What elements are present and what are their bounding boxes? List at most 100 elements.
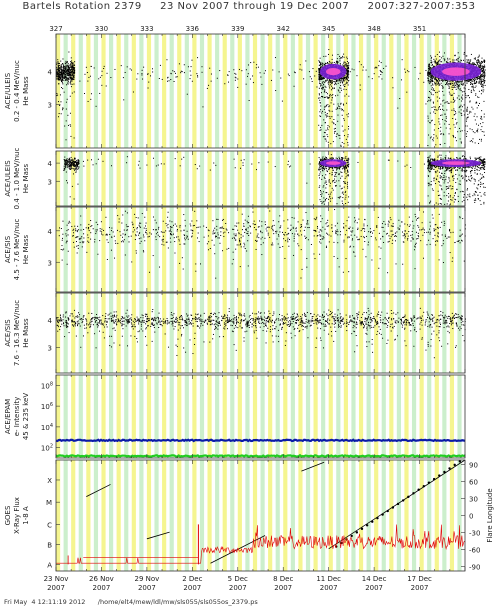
grid-stripe: [449, 34, 455, 148]
data-point: [345, 89, 347, 91]
data-point: [343, 78, 345, 80]
data-point: [326, 168, 328, 170]
data-point: [445, 188, 447, 190]
data-point: [472, 166, 474, 168]
data-point: [482, 161, 484, 163]
data-point: [430, 60, 432, 62]
data-point: [451, 83, 453, 85]
data-point: [337, 108, 339, 110]
data-point: [341, 78, 343, 80]
data-point: [483, 89, 485, 91]
grid-stripe: [374, 207, 379, 292]
data-point: [442, 177, 444, 179]
grid-stripe: [124, 207, 129, 292]
data-point: [62, 75, 64, 77]
data-point: [337, 54, 339, 56]
data-point: [479, 200, 481, 202]
grid-stripe: [260, 293, 265, 373]
data-point: [431, 119, 433, 121]
data-point: [293, 85, 295, 87]
data-point: [466, 59, 468, 61]
data-point: [324, 89, 326, 91]
data-point: [445, 170, 447, 172]
data-point: [63, 72, 65, 74]
data-point: [480, 83, 482, 85]
data-point: [209, 67, 211, 69]
data-point: [332, 94, 334, 96]
data-point: [348, 128, 350, 130]
grid-stripe: [442, 151, 447, 206]
data-point: [448, 193, 450, 195]
data-point: [469, 193, 471, 195]
data-point: [329, 117, 331, 119]
data-point: [452, 99, 454, 101]
data-point: [447, 157, 449, 159]
data-point: [339, 60, 341, 62]
data-point: [341, 159, 343, 161]
data-point: [201, 71, 203, 73]
grid-stripe: [199, 375, 205, 458]
grid-stripe: [434, 34, 439, 148]
data-point: [472, 141, 474, 143]
data-point: [67, 74, 69, 76]
data-point: [436, 96, 438, 98]
data-point: [459, 183, 461, 185]
grid-stripe: [169, 460, 174, 571]
data-point: [346, 60, 348, 62]
data-point: [481, 65, 483, 67]
data-point: [450, 101, 452, 103]
data-point: [365, 69, 367, 71]
data-point: [346, 65, 348, 67]
data-point: [58, 83, 60, 85]
data-point: [77, 160, 79, 162]
data-point: [335, 172, 337, 174]
data-point: [63, 67, 65, 69]
data-point: [444, 142, 446, 144]
data-point: [65, 62, 67, 64]
data-point: [324, 198, 326, 200]
data-point: [476, 102, 478, 104]
data-point: [275, 90, 277, 92]
data-point: [77, 183, 79, 185]
data-point: [74, 64, 76, 66]
data-point: [427, 195, 429, 197]
data-point: [467, 79, 469, 81]
data-point: [466, 55, 468, 57]
data-point: [320, 129, 322, 131]
data-point: [61, 72, 63, 74]
data-point: [322, 201, 324, 203]
grid-stripe: [222, 207, 227, 292]
data-point: [66, 160, 68, 162]
grid-stripe: [207, 151, 212, 206]
data-point: [343, 167, 345, 169]
data-point: [463, 194, 465, 196]
data-point: [431, 76, 433, 78]
data-point: [325, 174, 327, 176]
data-point: [463, 87, 465, 89]
data-point: [427, 120, 429, 122]
data-point: [466, 80, 468, 82]
data-point: [481, 174, 483, 176]
data-point: [478, 164, 480, 166]
data-point: [324, 167, 326, 169]
data-point: [466, 179, 468, 181]
data-point: [433, 134, 435, 136]
data-point: [455, 81, 457, 83]
data-point: [442, 90, 444, 92]
data-point: [429, 100, 431, 102]
density-contour-peak: [442, 67, 470, 76]
grid-stripe: [298, 375, 303, 458]
data-point: [213, 232, 215, 234]
data-point: [66, 182, 68, 184]
grid-stripe: [215, 460, 220, 571]
data-point: [458, 84, 460, 86]
grid-stripe: [71, 34, 76, 148]
data-point: [336, 168, 338, 170]
data-point: [462, 166, 464, 168]
data-point: [476, 60, 478, 62]
data-point: [67, 70, 69, 72]
data-point: [463, 196, 465, 198]
data-point: [58, 67, 60, 69]
data-point: [66, 165, 68, 167]
data-point: [56, 74, 58, 76]
